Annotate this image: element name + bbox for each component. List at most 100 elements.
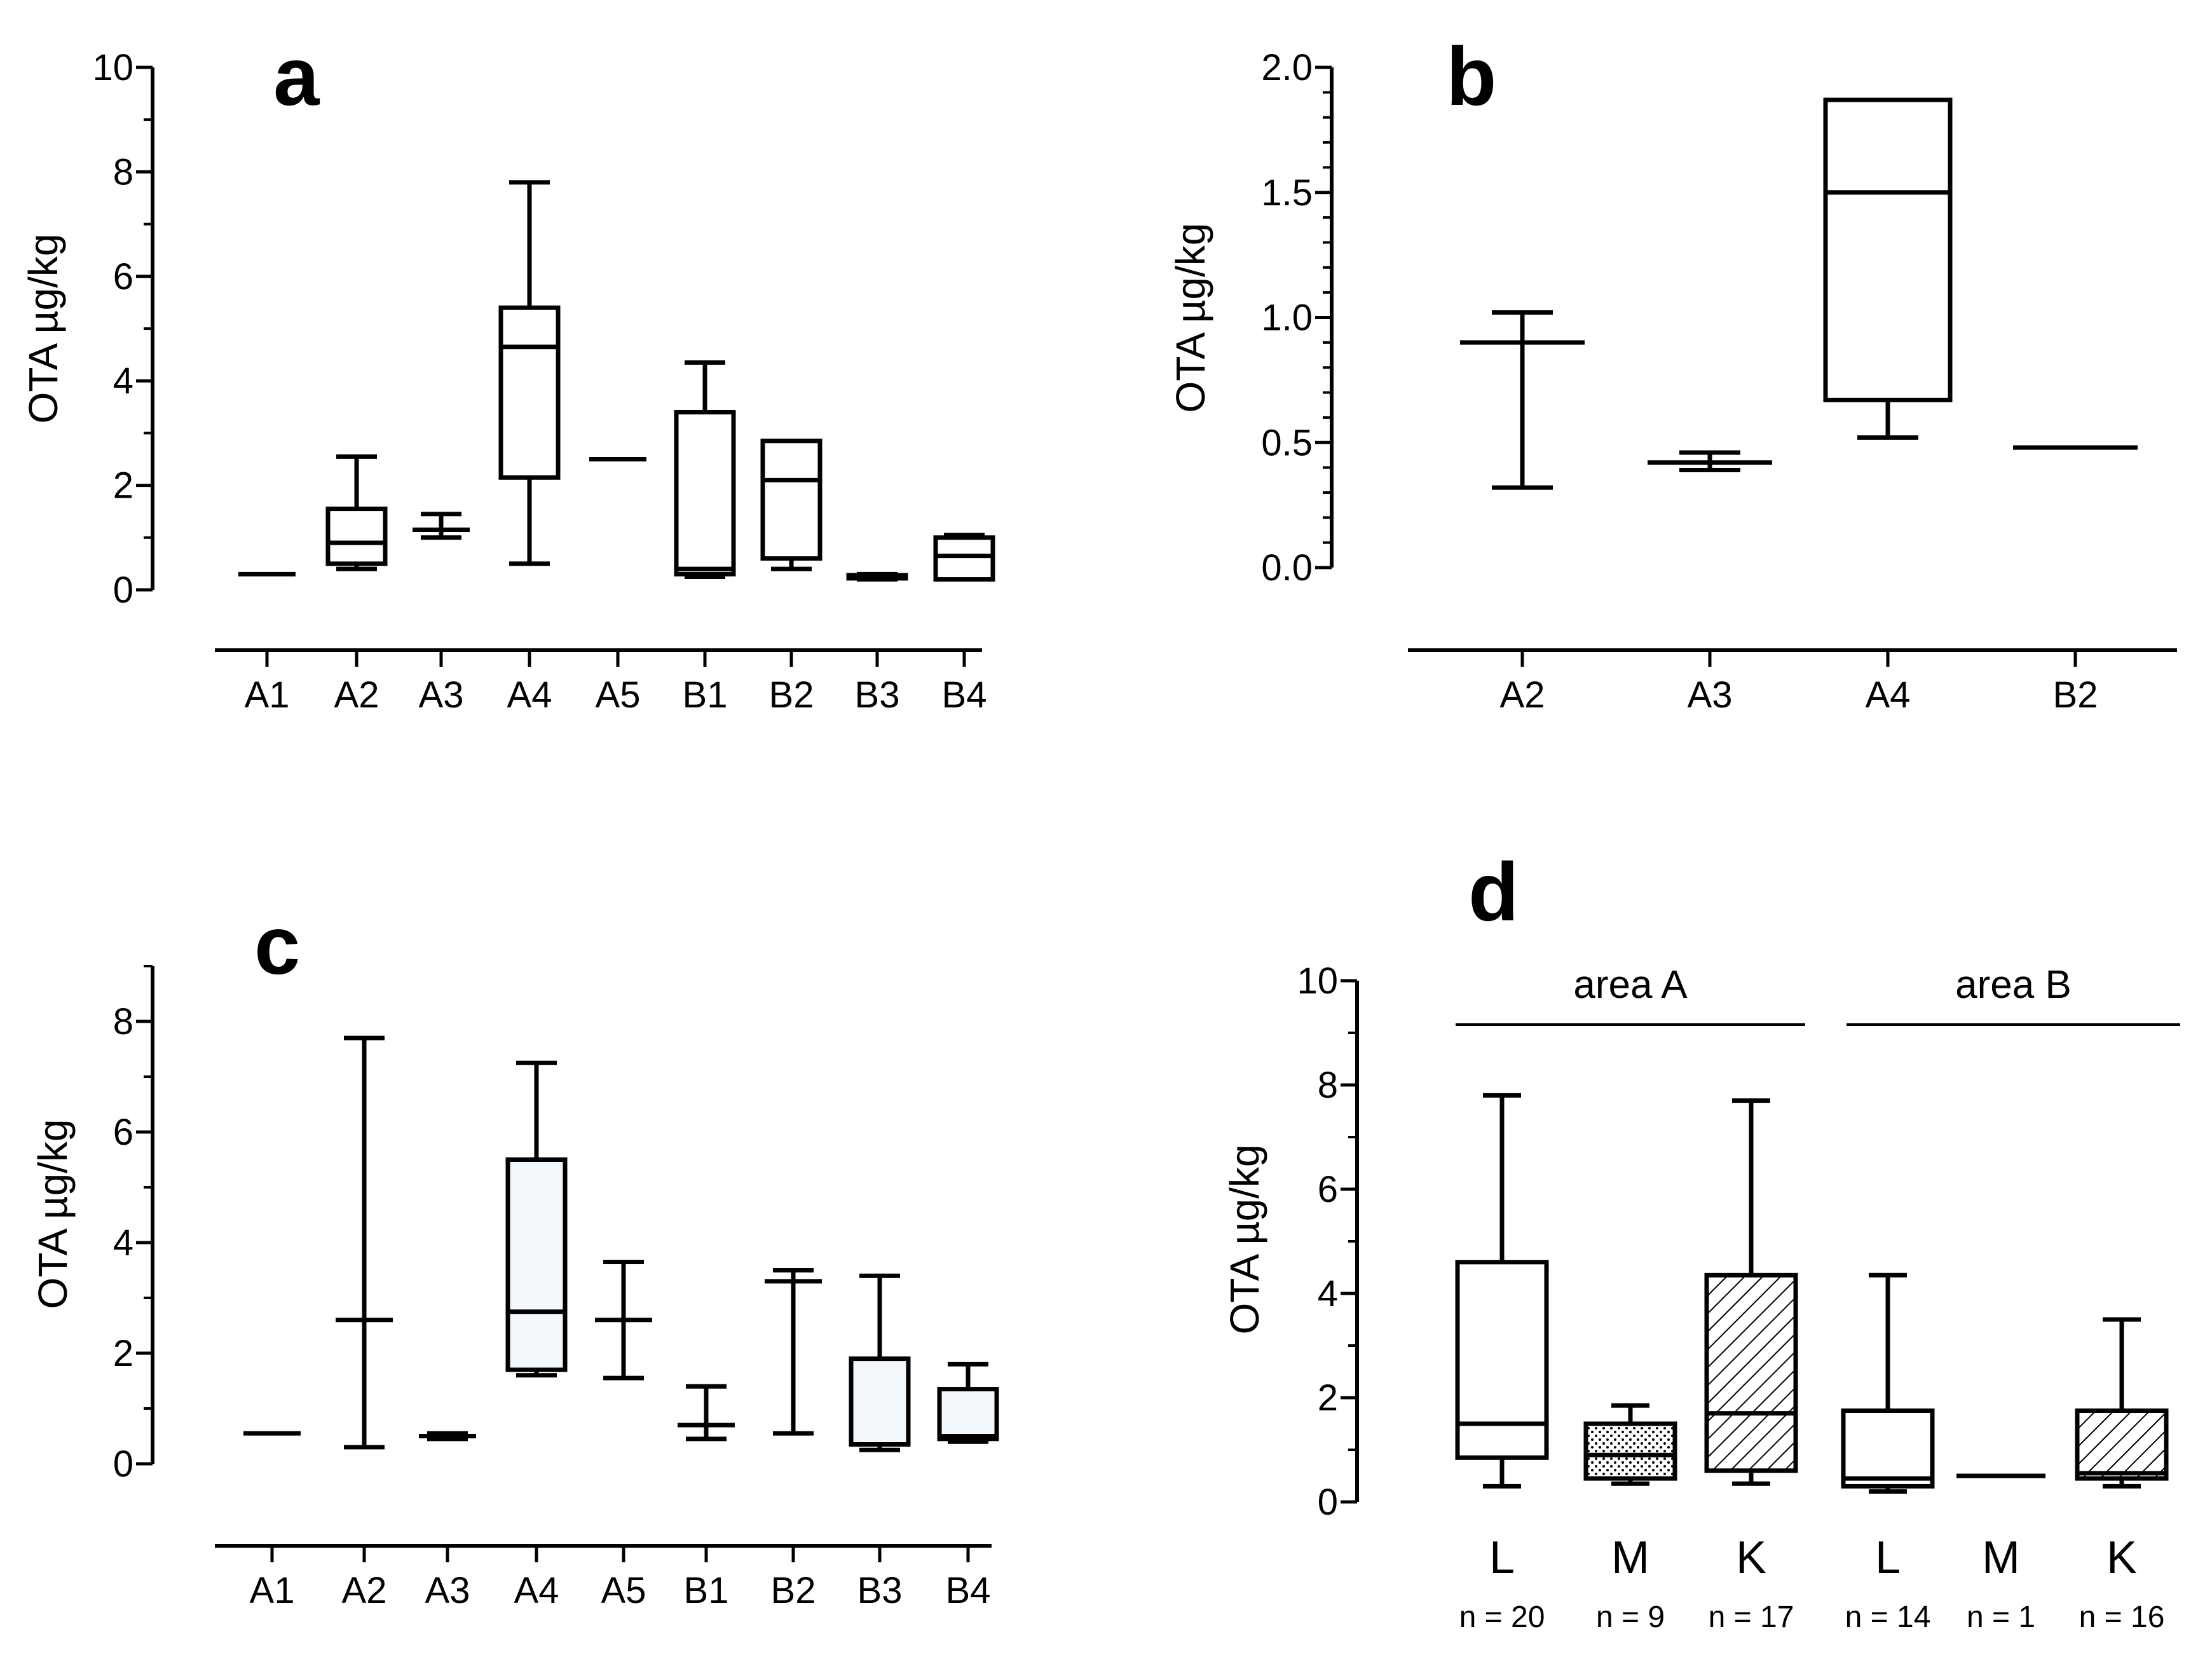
x-category-label: A1 (250, 1570, 295, 1611)
box-iqr (933, 535, 995, 582)
box-plot-A3 (1648, 450, 1772, 473)
y-tick-label: 2.0 (1261, 47, 1313, 88)
x-category-label: A3 (1688, 674, 1733, 716)
y-tick-label: 6 (113, 256, 133, 297)
box-plot-A2 (336, 1035, 393, 1450)
y-tick-label: 2 (113, 1333, 133, 1374)
x-category-label: A1 (245, 674, 290, 716)
x-category-label: A2 (1500, 674, 1545, 716)
sample-size-label: n = 9 (1596, 1600, 1665, 1634)
x-category-label: B4 (942, 674, 987, 716)
box-iqr (760, 439, 823, 561)
box-plot-A3 (413, 512, 470, 540)
panel-letter: a (273, 30, 320, 123)
box-iqr (505, 1157, 568, 1372)
box-iqr (1583, 1421, 1677, 1481)
x-category-label: B4 (946, 1570, 991, 1611)
y-axis-label: OTA µg/kg (30, 1119, 76, 1309)
sample-size-label: n = 20 (1459, 1600, 1545, 1634)
box-iqr (325, 507, 388, 566)
box-iqr (1455, 1260, 1549, 1460)
y-tick-label: 10 (92, 47, 133, 88)
box-iqr (674, 410, 736, 576)
box-plot-K (1704, 1098, 1798, 1486)
group-label: area A (1573, 963, 1688, 1007)
y-axis-label: OTA µg/kg (1222, 1145, 1267, 1335)
x-category-label: B1 (683, 674, 728, 716)
panel-b: b 0.0 0.5 1.0 1.5 2.0 OTA µg/kg A2 A3 A4 B2 (1168, 30, 2177, 716)
panel-c: c 0 2 4 6 8 OTA µg/kg A1 A2 A3 A4 A5 B1 B2 B3 B4 (30, 899, 999, 1611)
box-iqr (1823, 97, 1953, 402)
x-category-label: A2 (334, 674, 379, 716)
box-plot-B3 (846, 571, 908, 582)
y-tick-label: 2 (1318, 1377, 1338, 1419)
y-tick-label: 6 (1318, 1169, 1338, 1210)
x-category-label: B3 (857, 1570, 903, 1611)
group-label: area B (1955, 963, 2072, 1007)
box-plot-A4 (1823, 97, 1953, 440)
x-category-label: B2 (769, 674, 814, 716)
x-category-label: A5 (596, 674, 641, 716)
x-category-label: B3 (855, 674, 900, 716)
box-iqr (937, 1387, 999, 1442)
box-plot-B2 (765, 1268, 822, 1436)
y-tick-label: 8 (113, 1001, 133, 1042)
x-category-label: B2 (771, 1570, 816, 1611)
y-tick-label: 10 (1297, 960, 1338, 1002)
sample-size-label: n = 14 (1845, 1600, 1931, 1634)
y-tick-label: 0.5 (1261, 422, 1313, 463)
y-tick-label: 0.0 (1261, 547, 1313, 589)
y-tick-label: 1.5 (1261, 172, 1313, 214)
box-plot-B4 (937, 1361, 999, 1444)
box-plot-L (1455, 1093, 1549, 1489)
x-category-label: A4 (514, 1570, 559, 1611)
y-tick-label: 1.0 (1261, 297, 1313, 339)
x-category-label: A3 (419, 674, 464, 716)
y-axis-label: OTA µg/kg (1168, 223, 1213, 413)
x-category-label: B1 (684, 1570, 729, 1611)
box-plot-B2 (760, 439, 823, 571)
y-tick-label: 0 (113, 1443, 133, 1485)
box-plot-L (1841, 1272, 1935, 1494)
box-iqr (498, 305, 561, 480)
x-category-label: M (1982, 1532, 2020, 1583)
box-plot-A2 (1460, 310, 1585, 490)
sample-size-label: n = 1 (1967, 1600, 2035, 1634)
y-tick-label: 6 (113, 1112, 133, 1153)
box-iqr (849, 1356, 911, 1447)
panel-letter: c (254, 899, 300, 992)
box-plot-B4 (933, 533, 995, 582)
box-plot-A2 (325, 454, 388, 571)
x-category-label: K (2106, 1532, 2137, 1583)
x-category-label: A2 (342, 1570, 387, 1611)
box-plot-B1 (674, 360, 736, 579)
x-category-label: L (1489, 1532, 1515, 1583)
box-iqr (2075, 1408, 2169, 1481)
y-tick-label: 8 (1318, 1065, 1338, 1106)
x-category-label: A4 (1866, 674, 1911, 716)
box-plot-A4 (498, 180, 561, 566)
box-plot-B1 (678, 1384, 735, 1442)
box-iqr (1704, 1272, 1798, 1473)
panel-letter: b (1446, 30, 1496, 123)
x-category-label: A5 (601, 1570, 646, 1611)
box-plot-K (2075, 1317, 2169, 1489)
box-plot-A4 (505, 1060, 568, 1378)
x-category-label: A4 (507, 674, 552, 716)
y-tick-label: 0 (113, 569, 133, 611)
y-tick-label: 2 (113, 465, 133, 507)
x-category-label: A3 (425, 1570, 470, 1611)
y-tick-label: 8 (113, 151, 133, 193)
box-plot-B3 (849, 1273, 911, 1452)
panel-letter: d (1468, 845, 1519, 938)
x-category-label: L (1875, 1532, 1901, 1583)
sample-size-label: n = 17 (1709, 1600, 1794, 1634)
y-tick-label: 0 (1318, 1482, 1338, 1523)
box-plot-A5 (595, 1259, 652, 1381)
y-tick-label: 4 (113, 1222, 133, 1264)
x-category-label: B2 (2053, 674, 2098, 716)
y-axis-label: OTA µg/kg (20, 234, 66, 424)
x-category-label: M (1611, 1532, 1649, 1583)
